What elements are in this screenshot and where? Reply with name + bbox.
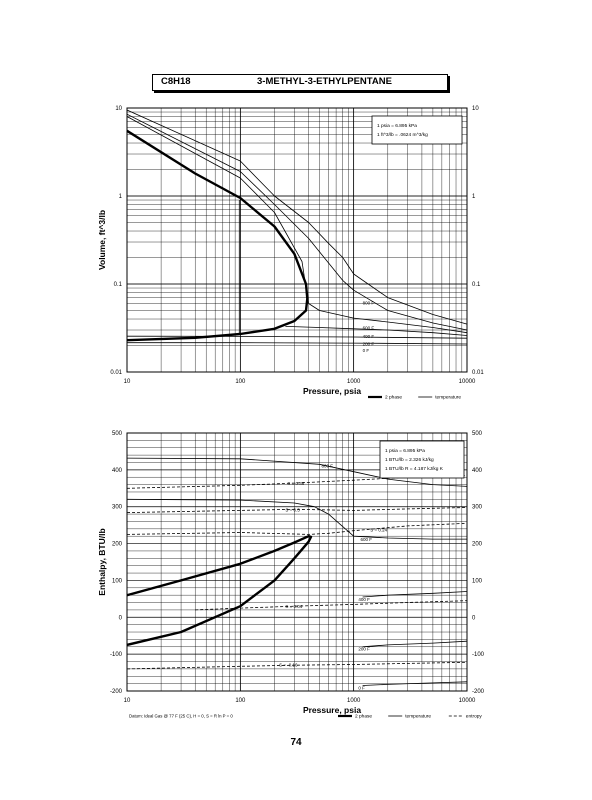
- y-tick-label: 200: [112, 542, 123, 548]
- y-tick-label: 0.01: [110, 370, 122, 376]
- y-axis-title: Volume, ft^3/lb: [97, 210, 107, 270]
- series-line: [126, 507, 468, 513]
- x-tick-label: 100: [235, 698, 246, 704]
- conversion-note-box: [371, 115, 463, 145]
- legend-label: 2 phase: [385, 395, 402, 401]
- chart-title-compound: 3-METHYL-3-ETHYLPENTANE: [257, 76, 392, 87]
- conversion-note-line: 1 ft^3/lb = .0624 m^3/kg: [377, 132, 428, 138]
- series-line: [362, 591, 468, 598]
- conversion-note-box: [379, 440, 465, 479]
- y-tick-label-right: 0.01: [472, 370, 484, 376]
- plot-frame: [126, 432, 468, 692]
- legend-label: 2 phase: [355, 714, 372, 720]
- curve-label: 400 F: [363, 334, 375, 339]
- conversion-note-line: 1 BTU/lb = 2.326 kJ/kg: [385, 457, 434, 463]
- x-axis-title: Pressure, psia: [303, 705, 361, 715]
- y-tick-label: -100: [110, 652, 123, 658]
- y-tick-label-right: 10: [472, 106, 479, 112]
- y-tick-label: 400: [112, 468, 123, 474]
- curve-label: 200 F: [358, 647, 370, 652]
- legend-label: temperature: [435, 395, 461, 401]
- y-tick-label: 0.1: [114, 282, 123, 288]
- curve-label: 0 F: [363, 348, 370, 353]
- chart-title-formula: C8H18: [161, 76, 191, 87]
- series-line: [126, 116, 468, 334]
- series-line: [195, 600, 468, 611]
- x-tick-label: 1000: [347, 698, 361, 704]
- y-tick-label: 1: [119, 194, 123, 200]
- chart-title-box: C8H18 3-METHYL-3-ETHYLPENTANE: [152, 74, 448, 91]
- x-tick-label: 10: [124, 379, 131, 385]
- y-tick-label-right: 1: [472, 194, 476, 200]
- legend-label: entropy: [466, 714, 483, 720]
- curve-label: 400 F: [358, 597, 370, 602]
- series-line: [126, 129, 309, 342]
- y-tick-label: 10: [115, 106, 122, 112]
- y-tick-label-right: -200: [472, 689, 485, 695]
- curve-label: 800 F: [363, 300, 375, 305]
- y-tick-label: 100: [112, 578, 123, 584]
- y-tick-label-right: 0.1: [472, 282, 481, 288]
- x-tick-label: 10000: [459, 379, 476, 385]
- page-number: 74: [290, 737, 302, 748]
- curve-label: S = 0.24: [370, 528, 387, 533]
- curve-label: 600 F: [363, 326, 375, 331]
- series-line: [362, 640, 468, 648]
- y-tick-label: 300: [112, 505, 123, 511]
- curve-label: S = 0.36: [287, 481, 304, 486]
- y-tick-label-right: 100: [472, 578, 483, 584]
- y-tick-label-right: 500: [472, 431, 483, 437]
- y-tick-label-right: 200: [472, 542, 483, 548]
- series-line: [126, 498, 467, 540]
- series-line: [126, 113, 468, 331]
- conversion-note-line: 1 BTU/lb R = 4.187 kJ/kg K: [385, 466, 444, 472]
- y-tick-label: 500: [112, 431, 123, 437]
- x-tick-label: 10: [124, 698, 131, 704]
- curve-label: S = 0.04: [285, 604, 302, 609]
- y-tick-label: -200: [110, 689, 123, 695]
- curve-label: 600 F: [361, 537, 373, 542]
- footnote: Datum: Ideal Gas @ 77 F (25 C), H = 0, S…: [129, 714, 233, 719]
- x-tick-label: 1000: [347, 379, 361, 385]
- series-line: [126, 109, 468, 325]
- series-line: [127, 342, 468, 345]
- series-line: [362, 681, 468, 686]
- y-tick-label-right: -100: [472, 652, 485, 658]
- series-line: [126, 535, 313, 647]
- chart-1: 10 100 1000 100000.010.11100.010.1110Pressu…: [97, 106, 484, 401]
- conversion-note-line: 1 psia = 6.895 kPa: [377, 123, 417, 129]
- legend-label: temperature: [405, 714, 431, 720]
- y-tick-label-right: 0: [472, 615, 476, 621]
- curve-label: 200 F: [363, 342, 375, 347]
- y-axis-title: Enthalpy, BTU/lb: [97, 528, 107, 595]
- series-line: [285, 326, 468, 336]
- plot-frame: [126, 107, 468, 373]
- curve-label: S = 0.3: [285, 507, 300, 512]
- series-line: [126, 335, 468, 339]
- x-tick-label: 10000: [459, 698, 476, 704]
- y-tick-label: 0: [119, 615, 123, 621]
- curve-label: 800 F: [321, 463, 333, 468]
- x-axis-title: Pressure, psia: [303, 386, 361, 396]
- series-line: [126, 457, 468, 487]
- y-tick-label-right: 400: [472, 468, 483, 474]
- x-tick-label: 100: [235, 379, 246, 385]
- chart-2: 10 100 1000 10000-200-1000100200300400500-2…: [97, 431, 485, 720]
- curve-label: S = -0.16: [279, 662, 298, 667]
- curve-label: 0 F: [358, 685, 365, 690]
- series-line: [126, 661, 468, 670]
- series-line: [126, 522, 468, 535]
- conversion-note-line: 1 psia = 6.895 kPa: [385, 448, 425, 454]
- y-tick-label-right: 300: [472, 505, 483, 511]
